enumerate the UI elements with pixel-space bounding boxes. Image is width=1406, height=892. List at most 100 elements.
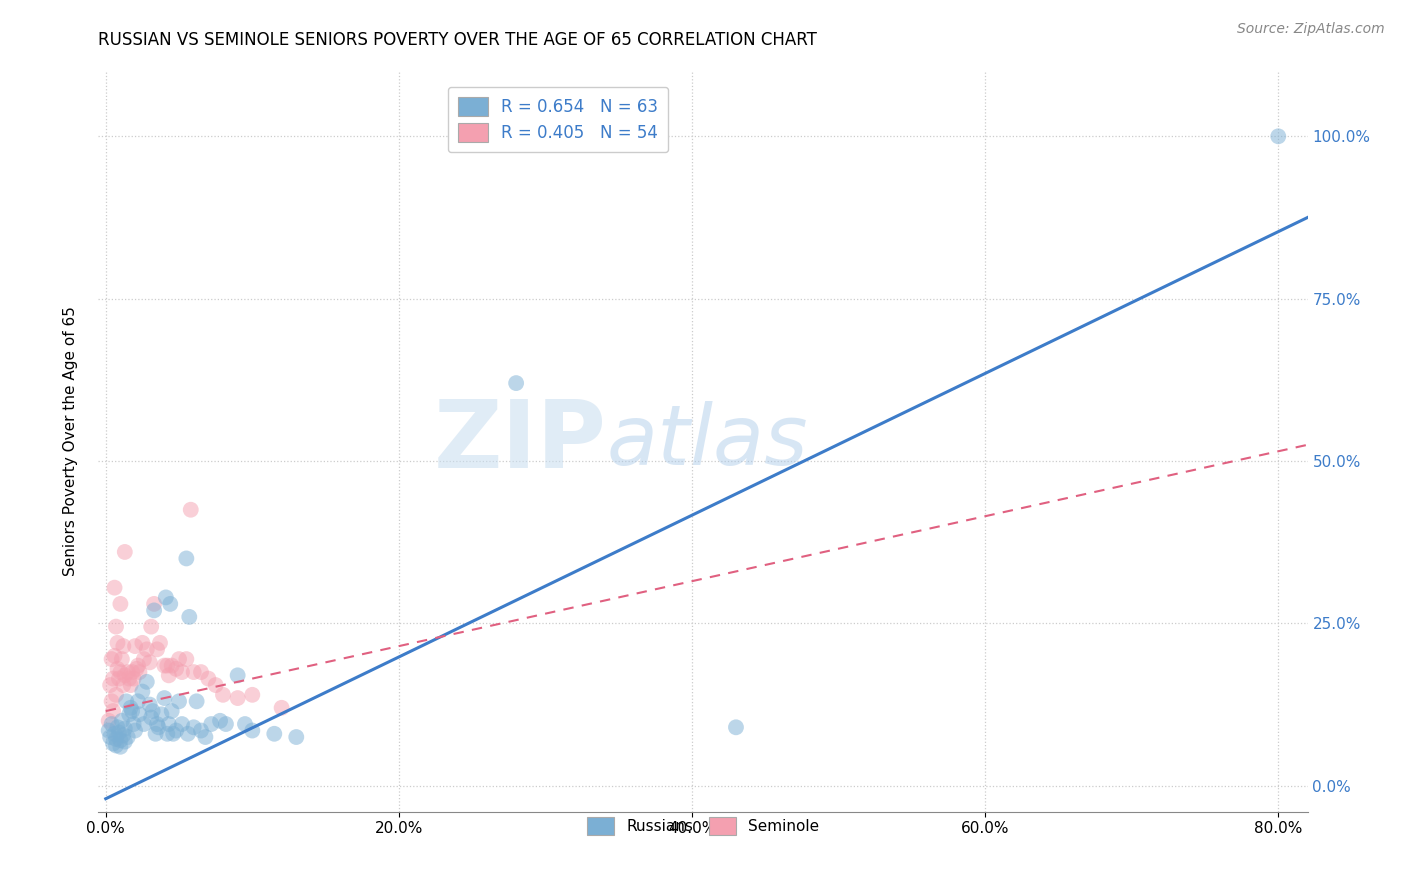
Point [100,694,122,708]
Point [97,723,120,738]
Point [112,678,135,692]
Point [143,597,166,611]
Text: atlas: atlas [606,401,808,482]
Point [122,672,145,686]
Point [128,665,150,679]
Point [204,678,226,692]
Point [114,722,136,736]
Point [117,730,139,744]
Point [124,723,146,738]
Point [190,723,212,738]
Point [138,656,160,670]
Point [127,694,149,708]
Point [165,662,187,676]
Point [146,717,169,731]
Y-axis label: Seniors Poverty Over the Age of 65: Seniors Poverty Over the Age of 65 [63,307,77,576]
Point [141,710,163,724]
Point [190,665,212,679]
Point [127,658,149,673]
Point [107,720,129,734]
Point [100,652,122,666]
Point [103,648,125,663]
Point [110,733,132,747]
Point [194,730,217,744]
Point [121,704,143,718]
Point [226,668,249,682]
Point [100,717,122,731]
Point [150,707,173,722]
Point [155,591,177,605]
Point [177,727,200,741]
Point [186,694,208,708]
Point [122,717,145,731]
Point [98,678,121,692]
Point [505,376,527,390]
Point [131,636,153,650]
Point [111,714,134,728]
Point [120,678,142,692]
Point [240,688,263,702]
Point [146,642,169,657]
Legend: Russians, Seminole: Russians, Seminole [581,811,825,841]
Point [215,717,238,731]
Point [107,636,129,650]
Text: RUSSIAN VS SEMINOLE SENIORS POVERTY OVER THE AGE OF 65 CORRELATION CHART: RUSSIAN VS SEMINOLE SENIORS POVERTY OVER… [98,31,817,49]
Point [118,672,141,686]
Point [240,723,263,738]
Point [197,672,219,686]
Point [135,674,157,689]
Point [132,652,155,666]
Point [226,691,249,706]
Point [176,551,198,566]
Point [97,714,120,728]
Point [108,725,131,739]
Point [143,603,166,617]
Point [270,701,292,715]
Point [111,652,134,666]
Point [105,739,128,753]
Point [112,728,135,742]
Point [157,668,180,682]
Point [114,545,136,559]
Point [131,684,153,698]
Point [114,668,136,682]
Point [121,665,143,679]
Point [103,727,125,741]
Point [118,707,141,722]
Point [120,701,142,715]
Point [170,717,193,731]
Point [159,597,181,611]
Text: Source: ZipAtlas.com: Source: ZipAtlas.com [1237,22,1385,37]
Point [233,717,256,731]
Point [115,694,138,708]
Point [160,658,183,673]
Point [98,730,121,744]
Point [162,727,184,741]
Point [132,717,155,731]
Point [149,636,172,650]
Point [138,698,160,712]
Point [112,639,135,653]
Point [285,730,308,744]
Point [105,620,128,634]
Point [209,714,232,728]
Point [167,652,190,666]
Point [125,662,148,676]
Point [165,723,187,738]
Point [1267,129,1289,144]
Point [107,662,129,676]
Point [170,665,193,679]
Point [145,727,167,741]
Point [176,652,198,666]
Point [101,737,124,751]
Point [141,620,163,634]
Point [160,704,183,718]
Point [110,597,132,611]
Point [263,727,285,741]
Point [135,642,157,657]
Point [128,707,150,722]
Point [110,739,132,754]
Point [156,658,179,673]
Point [101,672,124,686]
Point [724,720,747,734]
